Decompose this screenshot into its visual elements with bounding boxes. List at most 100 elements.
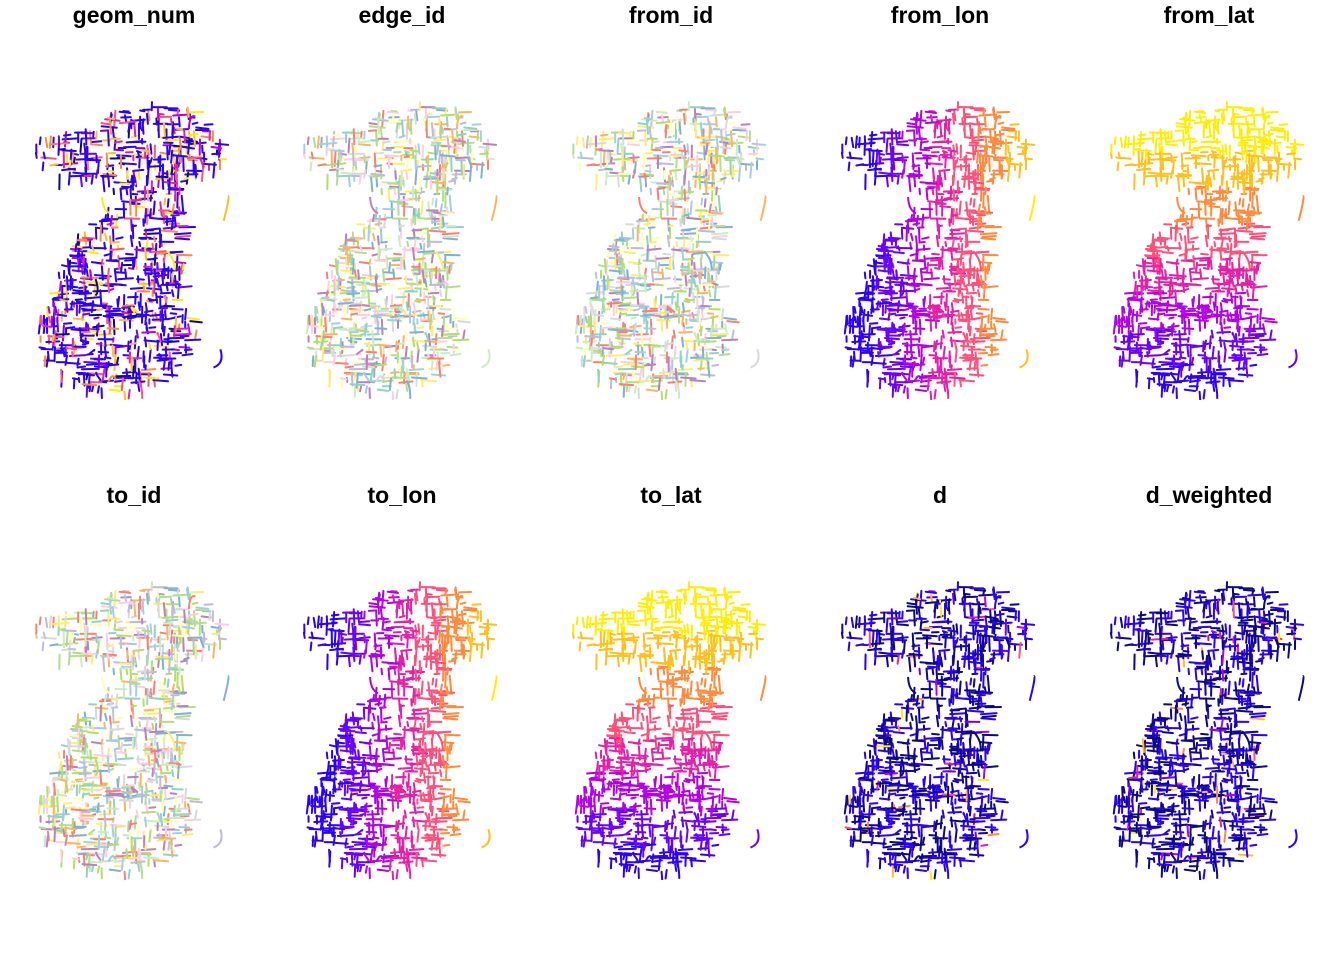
road-edge: [1145, 152, 1154, 156]
road-edge: [394, 170, 397, 180]
road-edge: [657, 186, 666, 190]
road-edge: [936, 380, 952, 384]
road-edge: [882, 357, 886, 367]
road-edge: [885, 137, 889, 153]
road-edge: [940, 248, 958, 252]
road-edge: [129, 287, 144, 290]
road-edge: [643, 276, 648, 293]
road-edge: [969, 304, 980, 308]
road-edge: [698, 178, 702, 190]
road-edge: [1139, 354, 1143, 366]
road-edge: [148, 326, 157, 329]
road-edge: [40, 156, 57, 160]
road-edge: [1151, 239, 1165, 242]
road-edge: [372, 309, 390, 313]
road-edge: [412, 336, 416, 348]
road-edge: [981, 127, 990, 131]
road-edge: [708, 203, 712, 214]
road-edge: [915, 244, 918, 261]
road-edge: [140, 368, 157, 371]
road-edge: [429, 313, 433, 330]
road-edge: [380, 241, 388, 244]
road-edge: [954, 341, 958, 351]
road-edge: [674, 383, 678, 392]
road-edge: [71, 245, 83, 249]
road-edge: [724, 115, 733, 130]
road-edge: [1245, 166, 1249, 174]
road-edge: [1135, 310, 1139, 322]
road-edge: [146, 188, 150, 202]
road-edge: [940, 259, 944, 270]
road-edge: [455, 115, 464, 130]
road-edge: [678, 121, 682, 135]
road-edge: [672, 155, 679, 159]
road-edge: [90, 143, 103, 147]
road-edge: [654, 255, 658, 270]
road-edge: [955, 257, 964, 261]
road-edge: [598, 149, 614, 152]
road-edge: [615, 304, 618, 314]
road-edge: [403, 155, 410, 159]
road-edge: [153, 236, 157, 243]
road-edge: [974, 177, 977, 195]
road-edge: [644, 130, 647, 147]
road-edge: [650, 268, 655, 283]
road-edge: [163, 677, 167, 686]
road-edge: [450, 156, 453, 173]
road-edge: [616, 176, 620, 188]
road-edge: [357, 269, 360, 280]
road-edge: [48, 615, 52, 629]
road-edge: [353, 262, 357, 269]
road-edge: [1242, 266, 1245, 280]
road-edge: [69, 254, 80, 258]
road-edge: [172, 211, 186, 215]
road-edge: [452, 338, 470, 342]
road-edge: [645, 312, 662, 316]
road-edge: [900, 278, 905, 297]
road-edge: [306, 136, 310, 146]
road-edge: [359, 385, 363, 393]
road-edge: [965, 201, 969, 216]
road-edge: [42, 151, 46, 160]
road-edge: [65, 326, 76, 330]
road-edge: [886, 304, 900, 307]
road-edge: [355, 348, 364, 356]
road-edge: [412, 247, 416, 261]
road-edge: [943, 301, 947, 311]
road-edge: [352, 150, 355, 167]
road-edge: [83, 361, 99, 364]
road-edge: [749, 161, 753, 179]
road-edge: [84, 337, 87, 346]
road-edge: [315, 306, 319, 314]
road-edge: [633, 385, 637, 394]
road-edge: [972, 198, 976, 208]
road-edge: [400, 365, 403, 377]
road-edge: [686, 216, 702, 221]
road-edge: [696, 333, 700, 347]
road-edge: [624, 373, 628, 389]
panel-title: geom_num: [72, 2, 196, 28]
road-edge: [176, 763, 180, 780]
road-edge: [1115, 314, 1118, 326]
road-edge: [438, 166, 442, 174]
road-edge: [386, 283, 395, 287]
road-edge: [61, 264, 69, 268]
road-edge: [908, 315, 920, 319]
road-edge: [694, 120, 697, 139]
road-edge: [367, 224, 370, 242]
road-edge: [127, 340, 130, 353]
road-edge: [623, 159, 627, 171]
road-edge: [1147, 317, 1160, 321]
road-edge: [430, 360, 434, 371]
road-edge: [1142, 171, 1146, 186]
road-edge: [439, 308, 452, 311]
road-edge: [1179, 118, 1196, 122]
road-edge: [383, 213, 387, 228]
road-edge: [681, 336, 685, 348]
road-edge: [381, 353, 385, 372]
road-edge: [1253, 346, 1266, 349]
road-edge: [368, 125, 386, 129]
road-edge: [628, 385, 632, 393]
road-edge: [375, 267, 378, 276]
road-edge: [1184, 247, 1200, 251]
